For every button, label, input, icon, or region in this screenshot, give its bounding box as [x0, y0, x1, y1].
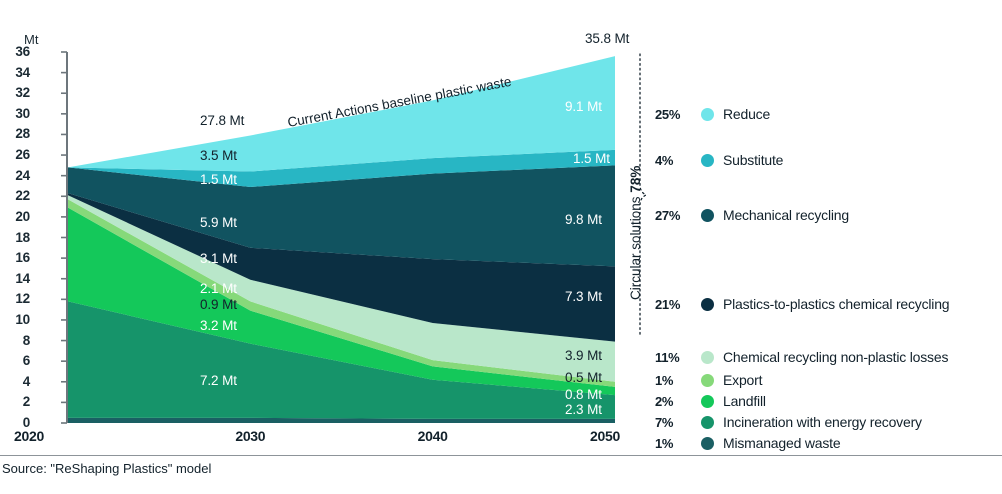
value-label: 7.2 Mt	[200, 373, 237, 388]
x-tick-label: 2020	[14, 428, 44, 444]
value-label: 3.9 Mt	[565, 348, 602, 363]
x-tick-label: 2050	[590, 428, 620, 444]
y-tick-label: 2	[22, 394, 31, 410]
legend-item[interactable]: 21% Plastics-to-plastics chemical recycli…	[655, 295, 950, 313]
value-label: 2.1 Mt	[200, 281, 237, 296]
legend-label: Mismanaged waste	[723, 435, 841, 451]
y-tick-label: 24	[15, 167, 30, 183]
y-tick-label: 12	[15, 291, 30, 307]
y-tick-label: 10	[15, 311, 30, 327]
value-label: 7.3 Mt	[565, 289, 602, 304]
legend: 25% Reduce 4% Substitute 27% Mechanical recyc…	[655, 96, 1002, 451]
value-label: 3.5 Mt	[200, 148, 237, 163]
y-axis-unit: Mt	[24, 32, 39, 47]
area-band	[68, 165, 615, 267]
circular-solutions-label: Circular solutions 78%	[628, 166, 643, 300]
legend-percent: 1%	[655, 435, 674, 451]
y-tick-label: 28	[15, 126, 30, 142]
total-2030-label: 27.8 Mt	[200, 113, 245, 128]
legend-label: Substitute	[723, 152, 784, 168]
legend-color-dot-icon	[701, 208, 714, 222]
y-tick-label: 32	[15, 85, 30, 101]
y-tick-label: 34	[15, 64, 30, 80]
legend-label: Reduce	[723, 106, 771, 122]
y-tick-label: 6	[22, 353, 31, 369]
legend-percent: 7%	[655, 414, 674, 430]
area-band	[68, 207, 615, 396]
value-label: 1.5 Mt	[573, 151, 610, 166]
y-tick-label: 18	[15, 229, 30, 245]
legend-percent: 11%	[655, 349, 680, 365]
value-label: 3.2 Mt	[200, 318, 237, 333]
legend-percent: 21%	[655, 296, 681, 312]
area-band	[68, 195, 615, 382]
legend-color-dot-icon	[701, 107, 714, 121]
y-tick-label: 22	[15, 188, 30, 204]
y-tick-label: 30	[15, 105, 30, 121]
y-tick-label: 8	[22, 332, 31, 348]
y-tick-label: 16	[15, 250, 30, 266]
value-label: 0.9 Mt	[200, 297, 237, 312]
value-label: 3.1 Mt	[200, 251, 237, 266]
legend-item[interactable]: 1% Mismanaged waste	[655, 434, 841, 452]
legend-item[interactable]: 1% Export	[655, 371, 762, 389]
circular-solutions-percent: 78%	[628, 165, 643, 193]
value-label: 0.5 Mt	[565, 370, 602, 385]
legend-color-dot-icon	[701, 350, 714, 364]
legend-color-dot-icon	[701, 415, 714, 429]
value-label: 2.3 Mt	[565, 402, 602, 417]
legend-color-dot-icon	[701, 297, 714, 311]
area-band	[68, 193, 615, 342]
legend-label: Plastics-to-plastics chemical recycling	[723, 296, 950, 312]
value-label: 9.1 Mt	[565, 99, 602, 114]
value-label: 0.8 Mt	[565, 387, 602, 402]
legend-label: Mechanical recycling	[723, 207, 849, 223]
x-tick-label: 2040	[417, 428, 448, 444]
y-tick-label: 20	[15, 208, 30, 224]
y-tick-label: 4	[22, 373, 31, 389]
legend-item[interactable]: 27% Mechanical recycling	[655, 206, 849, 224]
legend-item[interactable]: 11% Chemical recycling non-plastic losses	[655, 348, 948, 366]
total-2050-label: 35.8 Mt	[585, 31, 630, 46]
area-band	[68, 417, 615, 423]
legend-percent: 1%	[655, 372, 674, 388]
legend-label: Incineration with energy recovery	[723, 414, 922, 430]
legend-percent: 25%	[655, 106, 681, 122]
source-note: Source: "ReShaping Plastics" model	[2, 461, 212, 476]
circular-solutions-text: Circular solutions	[628, 196, 643, 300]
legend-color-dot-icon	[701, 394, 714, 408]
legend-item[interactable]: 4% Substitute	[655, 151, 783, 169]
value-label: 9.8 Mt	[565, 212, 602, 227]
legend-percent: 4%	[655, 152, 674, 168]
value-label: 1.5 Mt	[200, 172, 237, 187]
value-label: 5.9 Mt	[200, 215, 237, 230]
y-tick-label: 14	[15, 270, 30, 286]
y-tick-label: 36	[15, 44, 30, 59]
legend-percent: 2%	[655, 393, 674, 409]
legend-color-dot-icon	[701, 436, 714, 450]
area-band	[68, 149, 615, 188]
x-tick-label: 2030	[235, 428, 266, 444]
y-tick-label: 26	[15, 147, 30, 163]
legend-percent: 27%	[655, 207, 681, 223]
legend-label: Chemical recycling non-plastic losses	[723, 349, 949, 365]
area-band	[68, 56, 615, 172]
area-band	[68, 301, 615, 419]
legend-color-dot-icon	[701, 153, 714, 167]
legend-item[interactable]: 2% Landfill	[655, 392, 766, 410]
legend-item[interactable]: 7% Incineration with energy recovery	[655, 413, 922, 431]
footer-divider	[0, 455, 1002, 456]
y-tick-label: 0	[22, 415, 31, 430]
legend-label: Landfill	[723, 393, 766, 409]
legend-item[interactable]: 25% Reduce	[655, 105, 770, 123]
legend-color-dot-icon	[701, 373, 714, 387]
legend-label: Export	[723, 372, 763, 388]
